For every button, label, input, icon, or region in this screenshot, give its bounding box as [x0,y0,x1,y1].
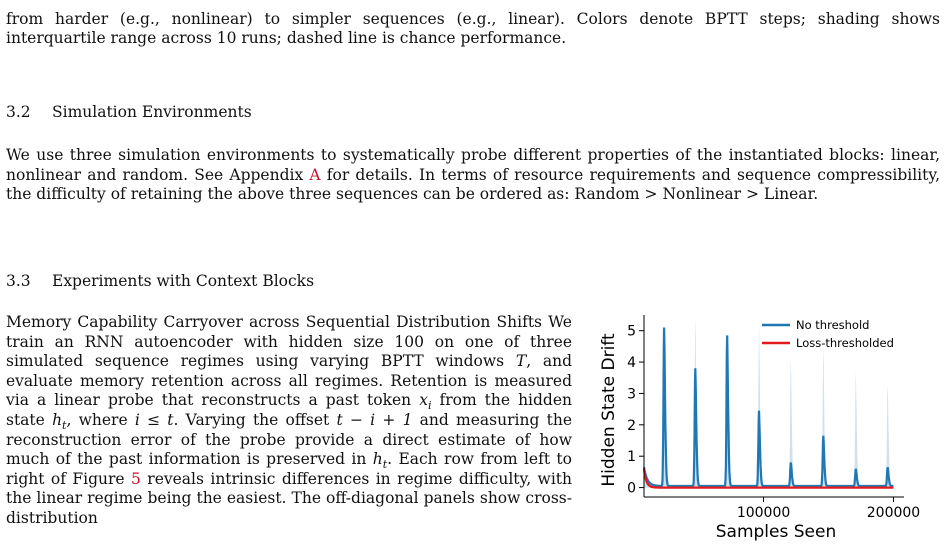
paragraph-text: reveals intrinsic differences in regime … [6,469,572,527]
y-tick-label: 5 [627,324,636,340]
paragraph-text: We use three simulation environments to … [6,146,940,184]
y-tick-label: 4 [627,355,636,371]
paragraph-memory-capability: Memory Capability Carryover across Seque… [6,313,572,529]
paragraph-text: . Varying the offset [173,410,337,429]
y-tick-label: 2 [627,418,636,434]
math-offset: t − i + 1 [336,410,413,429]
x-axis-label: Samples Seen [716,522,837,542]
y-tick-label: 0 [627,481,636,497]
paragraph-text: , and evaluate memory retention across a… [6,352,572,410]
series-lines [642,327,894,489]
math-h: h [372,450,383,469]
math-sub-t: t [62,419,67,433]
paragraph-text: We train an RNN autoencoder with hidden … [6,313,572,371]
paragraph-text: from the hidden state [6,391,573,429]
paragraph-text: , where [66,410,135,429]
math-h: h [52,410,63,429]
section-number: 3.3 [6,272,31,290]
section-title: Experiments with Context Blocks [52,272,315,290]
x-tick-label: 100000 [737,505,790,521]
figure-caption-tail: from harder (e.g., nonlinear) to simpler… [6,10,940,47]
math-sub-t: t [382,458,388,472]
runin-heading: Memory Capability Carryover across Seque… [6,313,543,331]
y-axis-label: Hidden State Drift [599,333,619,487]
paragraph-text: and measuring the reconstruction error o… [6,410,572,469]
section-title: Simulation Environments [52,103,252,121]
paragraph-simulation-environments: We use three simulation environments to … [6,146,940,205]
hidden-state-drift-chart: 0 1 2 3 4 5 100000 200000 Samples Seen Hidden Sta… [599,315,920,542]
x-tick-label: 200000 [867,505,920,521]
y-tick-label: 1 [627,449,636,465]
math-sub-i: i [427,399,432,413]
appendix-link[interactable]: A [309,165,321,184]
section-number: 3.2 [6,103,31,121]
math-T: T [515,352,527,371]
figure-link[interactable]: 5 [131,469,141,488]
legend: No threshold Loss-thresholded [762,318,894,350]
no-threshold-line [642,327,894,488]
math-x: x [419,391,428,410]
section-heading-3-2: 3.2 Simulation Environments [6,103,252,122]
paragraph-text: . Each row from left to right of Figure [6,450,572,488]
loss-thresholded-line [642,468,894,489]
math-condition: i ≤ t [134,410,174,429]
legend-label: Loss-thresholded [796,336,894,350]
paragraph-text: for details. In terms of resource requir… [6,165,940,204]
section-heading-3-3: 3.3 Experiments with Context Blocks [6,272,314,291]
axes: 0 1 2 3 4 5 100000 200000 Samples Seen Hidden Sta… [599,315,920,542]
legend-label: No threshold [796,318,869,332]
y-tick-label: 3 [627,386,636,402]
